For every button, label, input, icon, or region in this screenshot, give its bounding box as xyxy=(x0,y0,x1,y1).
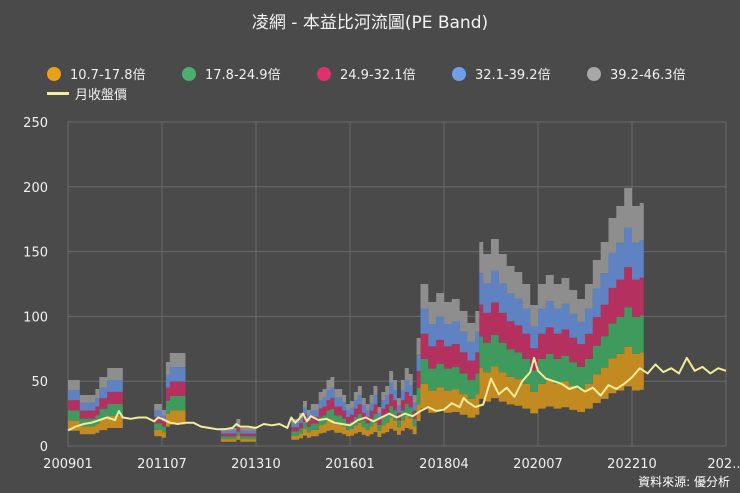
pe-band-4 xyxy=(68,380,123,411)
x-tick-label: 201310 xyxy=(231,457,281,472)
legend-label: 月收盤價 xyxy=(75,88,128,103)
pe-band-1 xyxy=(220,435,256,442)
chart-title: 凌網 - 本益比河流圖(PE Band) xyxy=(251,13,489,33)
price-line xyxy=(67,356,727,432)
y-tick-label: 50 xyxy=(31,375,48,390)
pe-band-5 xyxy=(68,368,123,403)
legend-item-band-2[interactable]: 17.8-24.9倍 xyxy=(182,64,281,83)
y-tick-label: 0 xyxy=(40,440,48,455)
x-tick-label: 201804 xyxy=(419,457,469,472)
legend-dot-icon xyxy=(47,66,61,81)
pe-band-2 xyxy=(291,307,644,436)
legend-dot-icon xyxy=(587,66,601,81)
x-tick-label: 201601 xyxy=(325,457,375,472)
legend-item-band-5[interactable]: 39.2-46.3倍 xyxy=(587,64,686,83)
x-tick-label: 202007 xyxy=(513,457,563,472)
legend-dot-icon xyxy=(317,66,331,81)
pe-band-5 xyxy=(291,188,644,424)
pe-band-1 xyxy=(154,410,186,438)
pe-band-2 xyxy=(68,404,123,427)
legend-label: 24.9-32.1倍 xyxy=(340,68,416,83)
legend-label: 39.2-46.3倍 xyxy=(610,68,686,83)
pe-band-3 xyxy=(220,427,256,437)
x-tick-label: 201107 xyxy=(137,457,187,472)
legend-dot-icon xyxy=(182,66,196,81)
x-tick-label: 202... xyxy=(707,457,740,472)
data-source: 資料來源: 優分析 xyxy=(638,475,730,489)
legend-item-band-3[interactable]: 24.9-32.1倍 xyxy=(317,64,416,83)
legend-label: 10.7-17.8倍 xyxy=(70,68,146,83)
pe-band-3 xyxy=(68,391,123,419)
legend-item-band-1[interactable]: 10.7-17.8倍 xyxy=(47,64,146,83)
x-tick-label: 200901 xyxy=(43,457,93,472)
pe-band-4 xyxy=(220,423,256,434)
legend-item-band-4[interactable]: 32.1-39.2倍 xyxy=(452,64,551,83)
y-tick-label: 100 xyxy=(23,310,48,325)
pe-band-4 xyxy=(154,367,186,421)
legend-item-price[interactable]: 月收盤價 xyxy=(47,84,127,103)
pe-band-1 xyxy=(291,346,644,440)
pe-band-4 xyxy=(291,227,644,428)
pe-band-2 xyxy=(220,431,256,440)
pe-band-2 xyxy=(154,396,186,433)
legend-label: 17.8-24.9倍 xyxy=(205,68,281,83)
legend-label: 32.1-39.2倍 xyxy=(475,68,551,83)
pe-band-5 xyxy=(154,353,186,416)
y-tick-label: 150 xyxy=(23,246,48,261)
pe-band-3 xyxy=(154,381,186,427)
y-tick-label: 250 xyxy=(23,116,48,131)
x-tick-label: 202210 xyxy=(607,457,657,472)
pe-band-3 xyxy=(291,267,644,432)
legend-line-icon xyxy=(47,92,69,95)
legend-dot-icon xyxy=(452,66,466,81)
y-tick-label: 200 xyxy=(23,181,48,196)
